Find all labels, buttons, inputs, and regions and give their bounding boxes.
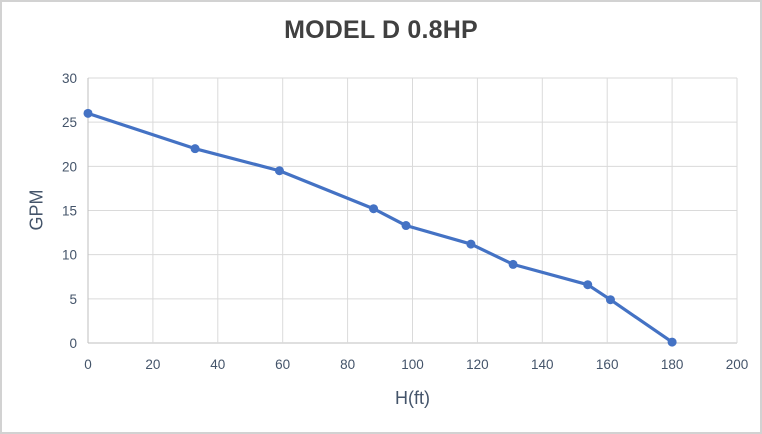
data-point	[466, 239, 476, 249]
x-tick-label: 20	[145, 357, 160, 372]
x-tick-label: 200	[726, 357, 749, 372]
y-tick-label: 20	[62, 159, 77, 174]
data-point	[190, 144, 200, 154]
data-point	[667, 337, 677, 347]
chart-title: MODEL D 0.8HP	[284, 16, 478, 44]
y-tick-label: 30	[62, 71, 77, 86]
data-point	[369, 204, 379, 214]
y-tick-label: 5	[69, 292, 77, 307]
data-point	[401, 221, 411, 231]
y-tick-label: 15	[62, 204, 77, 219]
x-tick-label: 0	[84, 357, 92, 372]
data-point	[508, 259, 518, 269]
data-point	[274, 166, 284, 176]
x-tick-label: 80	[340, 357, 355, 372]
data-point	[83, 108, 93, 118]
x-tick-label: 180	[661, 357, 684, 372]
y-tick-label: 10	[62, 248, 77, 263]
y-tick-label: 0	[69, 336, 77, 351]
x-tick-label: 100	[401, 357, 424, 372]
x-tick-label: 120	[466, 357, 489, 372]
x-axis-title: H(ft)	[395, 388, 430, 408]
x-tick-label: 60	[275, 357, 290, 372]
data-point	[583, 280, 593, 290]
y-tick-label: 25	[62, 115, 77, 130]
x-tick-label: 40	[210, 357, 225, 372]
series-line	[86, 111, 674, 344]
x-tick-label: 160	[596, 357, 619, 372]
x-tick-label: 140	[531, 357, 554, 372]
data-point	[605, 295, 615, 305]
